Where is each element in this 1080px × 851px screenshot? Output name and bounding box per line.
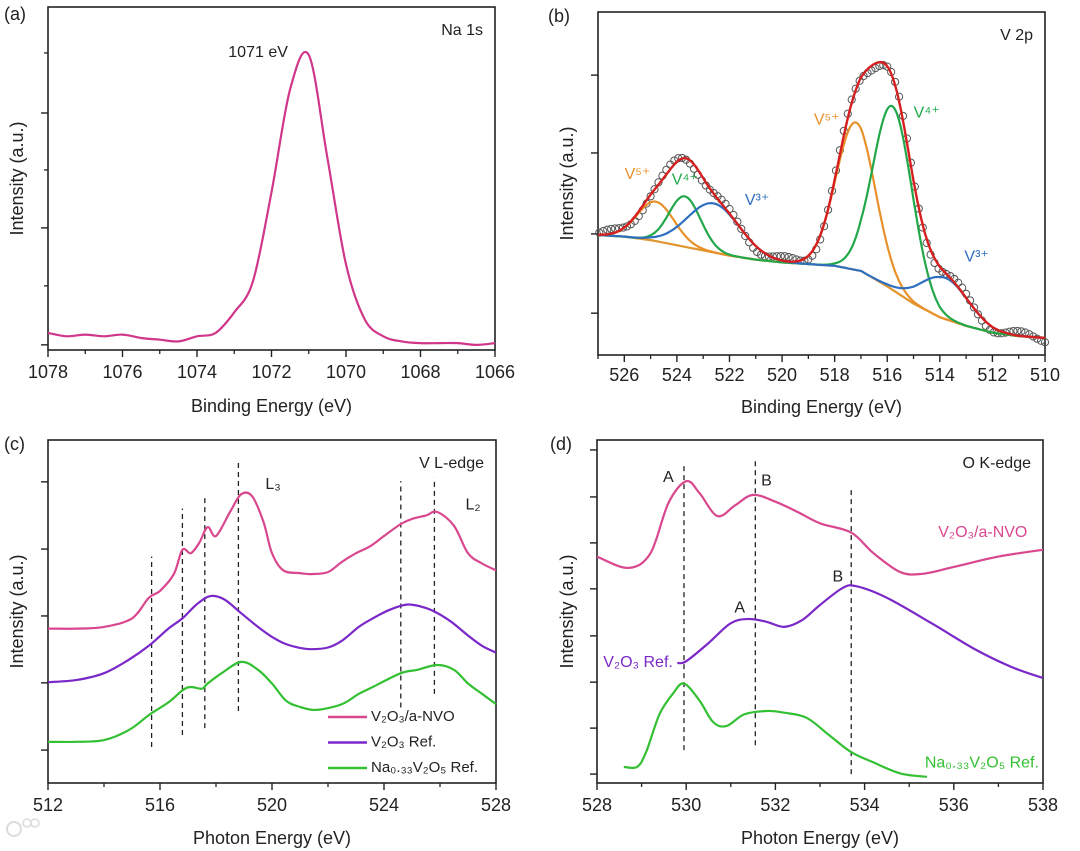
- data-point: [883, 62, 892, 71]
- annotation-label: V⁵⁺: [814, 111, 840, 128]
- x-tick-label: 1078: [28, 362, 68, 382]
- x-tick-label: 516: [145, 795, 175, 815]
- annotation-label: L₂: [465, 496, 480, 513]
- x-tick-label: 520: [257, 795, 287, 815]
- y-axis-title: Intensity (a.u.): [7, 121, 27, 235]
- data-point: [650, 185, 659, 194]
- panel-title: V L-edge: [419, 455, 484, 472]
- x-tick-label: 528: [582, 795, 612, 815]
- panel-a: 1078 1076 1074 1072 1070 1068 1066 Binding Ener…: [4, 4, 515, 416]
- plot-frame: [596, 439, 1044, 784]
- x-tick-label: 512: [33, 795, 63, 815]
- legend-entry: V₂O₃/a-NVO: [371, 708, 455, 725]
- x-tick-label: 524: [369, 795, 399, 815]
- x-tick-label: 518: [820, 365, 850, 385]
- x-tick-label: 536: [939, 795, 969, 815]
- series-line-2: [623, 682, 928, 778]
- x-axis-title: Binding Energy (eV): [191, 396, 352, 416]
- x-tick-label: 532: [760, 795, 790, 815]
- panel-letter: (b): [548, 6, 570, 26]
- annotation-label: V⁵⁺: [625, 166, 651, 183]
- panel-letter: (a): [4, 4, 26, 24]
- component-line-V4plus: [597, 104, 1046, 339]
- panel-letter: (d): [550, 434, 572, 454]
- watermark-logo: [6, 818, 40, 837]
- series-line-1: [47, 594, 497, 684]
- annotation-label: B: [761, 472, 772, 489]
- annotation-label: A: [734, 599, 745, 616]
- y-axis-title: Intensity (a.u.): [557, 126, 577, 240]
- panel-d: 528 530 532 534 536 538 Photon Energy (eV) Inte…: [550, 434, 1058, 848]
- panel-b: 526 524 522 520 518 516 514 512 510 Binding Energ…: [548, 6, 1060, 417]
- panel-c: 512 516 520 524 528 Photon Energy (eV) Intensi…: [4, 434, 511, 848]
- x-tick-label: 1068: [400, 362, 440, 382]
- x-tick-label: 520: [767, 365, 797, 385]
- data-point: [618, 223, 628, 232]
- x-tick-label: 530: [671, 795, 701, 815]
- annotation-label: V³⁺: [964, 248, 988, 265]
- data-point: [622, 222, 632, 231]
- legend-entry: V₂O₃ Ref.: [371, 733, 436, 750]
- series-line-0: [47, 491, 497, 630]
- y-axis-title: Intensity (a.u.): [557, 554, 577, 668]
- x-tick-label: 1070: [326, 362, 366, 382]
- x-tick-label: 516: [872, 365, 902, 385]
- x-tick-label: 522: [714, 365, 744, 385]
- x-tick-label: 526: [609, 365, 639, 385]
- data-point: [595, 228, 604, 237]
- x-tick-label: 528: [481, 795, 511, 815]
- x-tick-label: 1076: [102, 362, 142, 382]
- legend: V₂O₃/a-NVO V₂O₃ Ref. Na₀.₃₃V₂O₅ Ref.: [328, 708, 478, 776]
- x-tick-label: 512: [977, 365, 1007, 385]
- x-tick-label: 514: [925, 365, 955, 385]
- x-tick-label: 538: [1028, 795, 1058, 815]
- x-tick-label: 510: [1030, 365, 1060, 385]
- panel-title: V 2p: [1000, 27, 1033, 44]
- panel-title: O K-edge: [963, 455, 1032, 472]
- x-tick-label: 534: [850, 795, 880, 815]
- series-line-0: [596, 479, 1044, 576]
- annotation-label: V₂O₃/a-NVO: [938, 524, 1027, 541]
- panel-title: Na 1s: [441, 22, 483, 39]
- annotation-label: V⁴⁺: [672, 171, 698, 188]
- series-line-0: [47, 51, 496, 346]
- x-axis-title: Photon Energy (eV): [741, 828, 899, 848]
- x-axis-title: Photon Energy (eV): [193, 828, 351, 848]
- plot-frame: [597, 11, 1046, 356]
- annotation-label: V₂O₃ Ref.: [603, 654, 673, 671]
- series-line-2: [47, 660, 497, 744]
- annotation-label: L₃: [265, 476, 280, 493]
- annotation-label: V³⁺: [745, 192, 769, 209]
- x-tick-label: 1066: [475, 362, 515, 382]
- y-axis-title: Intensity (a.u.): [7, 554, 27, 668]
- data-point: [855, 76, 864, 85]
- data-point: [737, 224, 746, 233]
- legend-entry: Na₀.₃₃V₂O₅ Ref.: [371, 759, 478, 776]
- annotation-label: B: [833, 568, 844, 585]
- panel-letter: (c): [4, 434, 25, 454]
- x-axis-title: Binding Energy (eV): [741, 397, 902, 417]
- x-tick-label: 524: [662, 365, 692, 385]
- annotation-label: 1071 eV: [228, 44, 288, 61]
- annotation-label: A: [663, 469, 674, 486]
- data-point: [973, 310, 983, 319]
- annotation-label: V⁴⁺: [914, 104, 940, 121]
- x-tick-label: 1074: [177, 362, 217, 382]
- data-point: [969, 303, 979, 312]
- x-tick-label: 1072: [251, 362, 291, 382]
- annotation-label: Na₀.₃₃V₂O₅ Ref.: [925, 754, 1039, 771]
- fit-envelope-line: [598, 60, 1046, 339]
- series-line-1: [677, 584, 1044, 680]
